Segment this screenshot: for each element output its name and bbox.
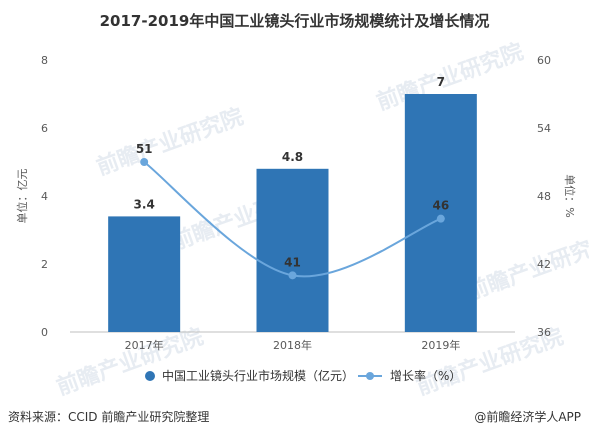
data-labels: 3.4 4.8 7 51 41 46	[134, 75, 450, 269]
growth-line	[140, 158, 445, 280]
growth-value-label: 51	[136, 142, 153, 156]
legend-bar-marker	[145, 371, 155, 381]
watermark-text: 前瞻产业研究院	[53, 324, 207, 401]
y-right-axis-label: 单位：%	[563, 174, 577, 217]
growth-value-label: 46	[432, 199, 449, 213]
growth-point	[288, 271, 297, 280]
watermark-text: 前瞻产业研究院	[93, 104, 247, 181]
legend-bar-label: 中国工业镜头行业市场规模（亿元）	[162, 368, 354, 383]
bar-value-label: 4.8	[282, 150, 303, 164]
y-left-axis-label: 单位：亿元	[15, 169, 29, 224]
growth-point	[140, 158, 149, 166]
x-tick-label: 2019年	[421, 338, 460, 352]
y-left-tick-label: 8	[41, 54, 48, 67]
x-tick-label: 2017年	[125, 338, 164, 352]
y-right-tick-label: 42	[537, 258, 551, 271]
growth-point	[436, 214, 445, 223]
chart-title: 2017-2019年中国工业镜头行业市场规模统计及增长情况	[99, 12, 490, 30]
y-right-tick-label: 54	[537, 122, 551, 135]
y-right-tick-label: 60	[537, 54, 551, 67]
legend-line-label: 增长率（%）	[390, 368, 461, 383]
bar-value-label: 7	[437, 75, 445, 89]
bar	[256, 168, 329, 332]
y-right-tick-label: 36	[537, 326, 551, 339]
bar	[108, 216, 181, 332]
legend: 中国工业镜头行业市场规模（亿元） 增长率（%）	[145, 368, 461, 383]
source-note: 资料来源：CCID 前瞻产业研究院整理	[8, 410, 210, 424]
bar-value-label: 3.4	[134, 197, 155, 211]
y-left-tick-label: 6	[41, 122, 48, 135]
y-left-tick-label: 4	[41, 190, 48, 203]
brand-note: @前瞻经济学人APP	[474, 410, 581, 424]
bar	[404, 94, 477, 332]
watermark-text: 前瞻产业研究院	[463, 229, 589, 306]
bars	[108, 94, 477, 332]
legend-line-dot	[366, 372, 374, 380]
y-right-tick-label: 48	[537, 190, 551, 203]
growth-value-label: 41	[284, 255, 301, 269]
y-left-tick-label: 0	[41, 326, 48, 339]
y-left-tick-label: 2	[41, 258, 48, 271]
x-tick-label: 2018年	[273, 338, 312, 352]
